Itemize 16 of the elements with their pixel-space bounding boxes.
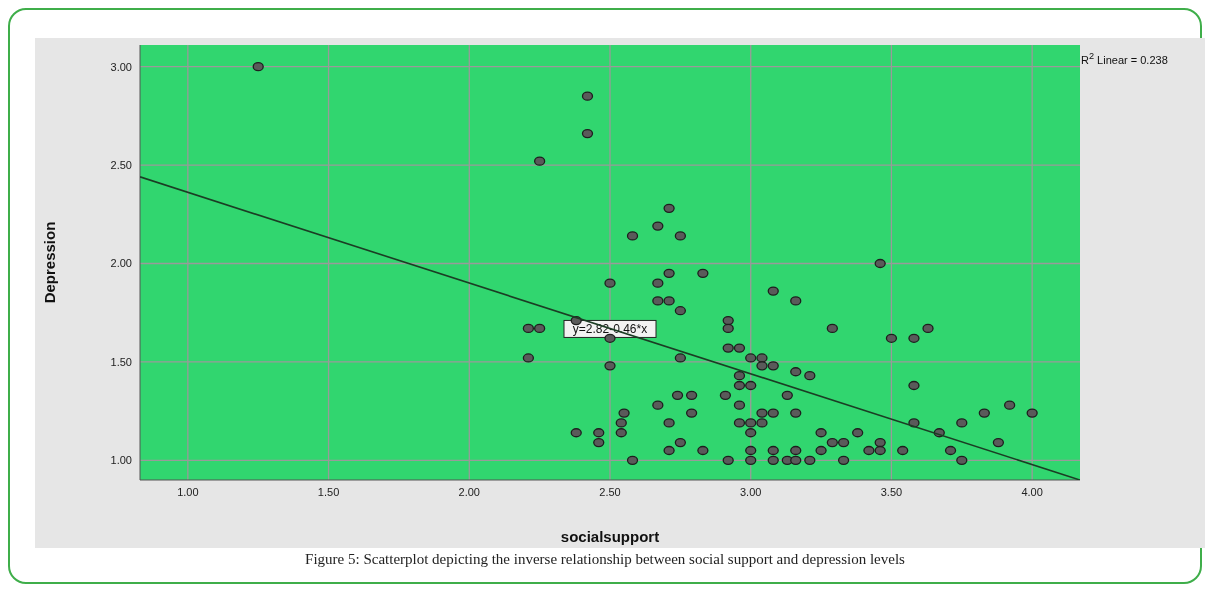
x-tick-label: 3.50	[880, 485, 903, 498]
x-axis-title: socialsupport	[560, 528, 660, 545]
x-tick-label: 2.50	[599, 485, 621, 498]
y-tick-label: 1.00	[110, 454, 132, 467]
x-tick-label: 2.00	[458, 485, 480, 498]
caption: Figure 5: Scatterplot depicting the inverse relationship between social support and depression levels	[304, 551, 906, 568]
x-tick-label: 1.50	[317, 485, 340, 498]
x-tick-label: 1.00	[177, 485, 199, 498]
x-tick-label: 4.00	[1021, 485, 1043, 498]
y-tick-label: 2.00	[110, 257, 132, 270]
y-tick-label: 1.50	[110, 355, 132, 368]
y-tick-label: 3.00	[110, 60, 132, 73]
y-axis-title: Depression	[41, 221, 59, 304]
y-tick-label: 2.50	[110, 158, 132, 171]
text: R$^{2}$ Linear = 0.238	[1081, 51, 1168, 66]
x-tick-label: 3.00	[740, 485, 762, 498]
